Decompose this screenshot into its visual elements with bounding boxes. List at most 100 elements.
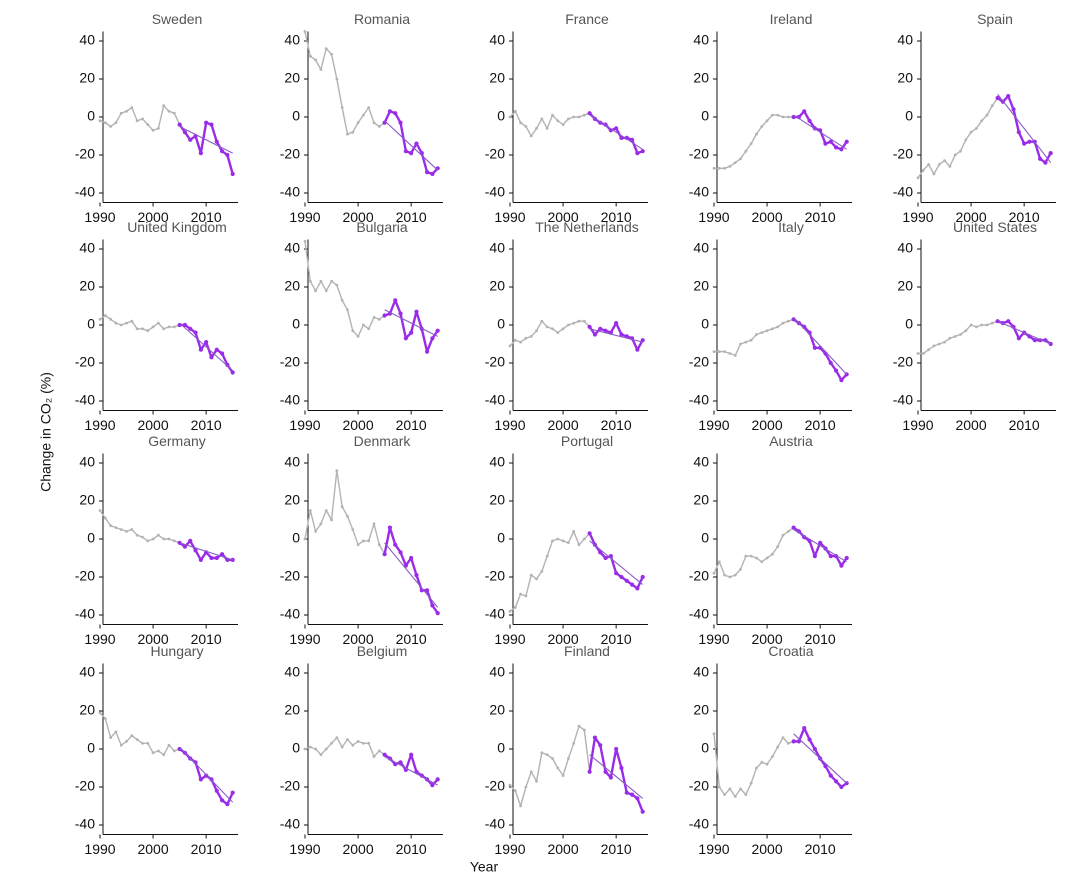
data-point — [776, 745, 780, 749]
x-tick-label: 2010 — [805, 841, 836, 857]
y-tick-label: 20 — [897, 70, 913, 86]
data-point — [739, 157, 742, 161]
y-tick-label: 20 — [489, 492, 505, 508]
data-point — [151, 537, 155, 541]
data-point — [807, 737, 812, 742]
x-tick-label: 2010 — [805, 631, 836, 647]
data-point — [172, 539, 176, 543]
data-point — [959, 333, 962, 336]
data-point — [603, 555, 608, 561]
data-point — [382, 313, 387, 318]
series-line — [304, 31, 386, 135]
data-point — [629, 137, 635, 142]
data-point — [182, 322, 188, 328]
y-tick-label: -20 — [689, 778, 709, 794]
x-tick-label: 2000 — [342, 631, 373, 647]
data-point — [1016, 336, 1021, 341]
series-line — [509, 110, 590, 137]
x-tick-label: 1990 — [494, 417, 525, 433]
data-point — [356, 121, 360, 125]
data-point — [728, 787, 732, 791]
data-point — [572, 741, 576, 745]
data-point — [985, 113, 989, 117]
panel: Austria -40 -20 0 20 40 1990 2000 2010 — [689, 433, 852, 647]
x-tick-label: 1990 — [84, 841, 115, 857]
data-point — [995, 319, 1000, 324]
data-point — [791, 739, 796, 744]
data-point — [776, 113, 780, 117]
x-tick-label: 1990 — [698, 631, 729, 647]
data-point — [114, 730, 118, 734]
data-point — [314, 289, 318, 293]
data-point — [561, 327, 565, 331]
data-point — [319, 522, 323, 526]
trend-line — [589, 754, 644, 799]
data-point — [361, 741, 365, 745]
data-point — [932, 172, 936, 176]
data-point — [193, 330, 198, 335]
trend-line — [179, 746, 234, 803]
data-point — [717, 350, 721, 353]
data-point — [198, 557, 203, 563]
y-tick-label: 0 — [87, 108, 95, 124]
panel: Italy -40 -20 0 20 40 1990 2000 2010 — [689, 219, 852, 433]
data-point — [308, 279, 312, 283]
data-point — [765, 329, 769, 333]
data-point — [802, 109, 807, 114]
y-tick-label: 20 — [79, 702, 95, 718]
data-point — [98, 119, 102, 123]
y-tick-label: 40 — [897, 240, 913, 256]
series-line — [304, 736, 386, 758]
data-point — [519, 804, 523, 808]
data-point — [964, 138, 968, 142]
data-point — [162, 104, 166, 107]
data-point — [744, 340, 748, 344]
data-point — [760, 560, 764, 564]
x-tick-label: 1990 — [494, 631, 525, 647]
y-tick-label: -40 — [689, 392, 709, 408]
data-point — [640, 338, 645, 343]
data-point — [303, 30, 307, 33]
data-point — [146, 329, 150, 333]
data-point — [303, 240, 307, 243]
data-point — [592, 332, 598, 337]
data-point — [103, 121, 107, 125]
data-point — [340, 298, 344, 302]
data-point — [414, 141, 419, 146]
x-tick-label: 1990 — [289, 417, 320, 433]
data-point — [577, 115, 581, 119]
y-tick-label: 20 — [79, 492, 95, 508]
data-point — [141, 741, 144, 745]
panel: Romania -40 -20 0 20 40 1990 2000 2010 — [280, 11, 443, 225]
data-point — [587, 111, 592, 116]
x-tick-label: 2000 — [137, 209, 168, 225]
data-point — [839, 784, 844, 790]
y-axis-label: Change in CO₂ (%) — [38, 372, 54, 492]
data-point — [921, 352, 925, 355]
y-tick-label: 0 — [701, 316, 709, 332]
data-point — [545, 325, 549, 329]
data-point — [592, 735, 598, 740]
trend-line — [793, 529, 847, 563]
data-point — [755, 766, 758, 770]
data-point — [146, 539, 150, 543]
data-point — [209, 555, 214, 561]
data-point — [624, 790, 629, 795]
data-point — [230, 171, 235, 177]
data-point — [529, 770, 533, 774]
data-point — [114, 321, 118, 325]
y-tick-label: 20 — [284, 70, 300, 86]
data-point — [540, 117, 544, 121]
x-tick-label: 2000 — [955, 417, 986, 433]
data-point — [230, 557, 235, 563]
data-point — [430, 336, 435, 341]
data-point — [198, 777, 203, 782]
data-point — [519, 121, 523, 125]
data-point — [535, 329, 538, 333]
data-point — [177, 540, 182, 545]
data-point — [781, 533, 785, 537]
data-point — [598, 743, 603, 748]
data-point — [109, 524, 113, 528]
y-tick-label: -20 — [689, 354, 709, 370]
